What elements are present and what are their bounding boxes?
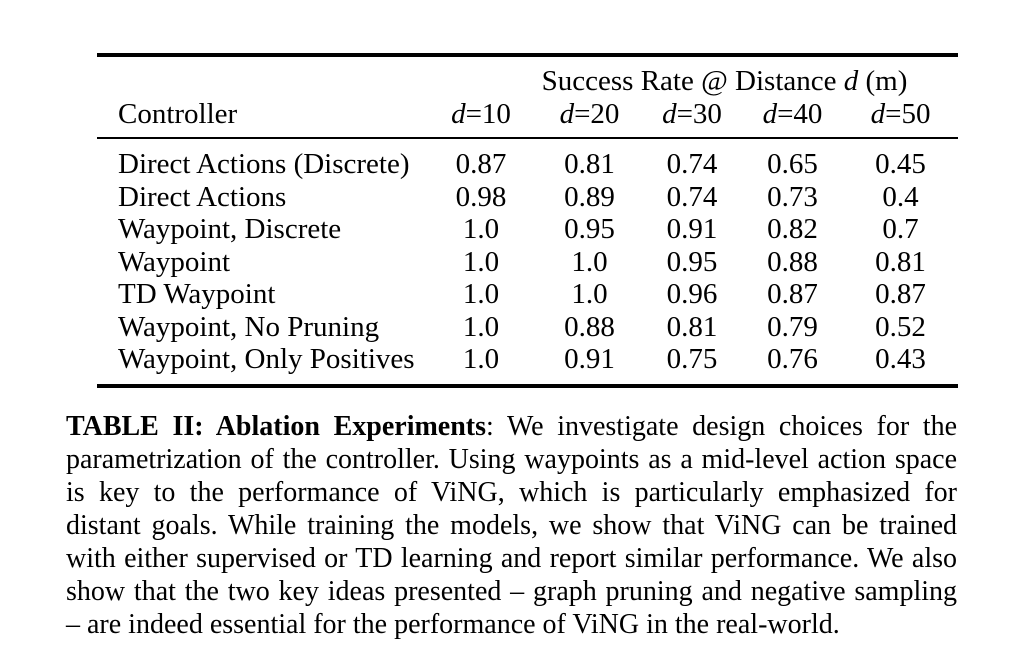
success-rate-value: 0.81 xyxy=(564,148,615,180)
success-rate-value: 0.96 xyxy=(666,278,718,310)
success-rate-value: 0.52 xyxy=(875,310,926,343)
table-row: Waypoint, No Pruning 1.0 0.88 0.81 0.79 0.52 xyxy=(97,311,958,344)
success-rate-value: 0.98 xyxy=(455,180,507,213)
success-rate-value: 0.43 xyxy=(875,343,926,375)
success-rate-value: 0.88 xyxy=(564,310,615,343)
math-d-symbol: d xyxy=(451,98,466,130)
caption-line1-rest: : We investigate design choices for the xyxy=(486,411,957,442)
equals-sign: = xyxy=(574,98,591,130)
controller-name: Direct Actions (Discrete) xyxy=(118,148,410,180)
column-header-d40: d=40 xyxy=(742,98,843,139)
column-header-d30: d=30 xyxy=(642,98,742,139)
equals-sign: = xyxy=(885,98,902,130)
column-header-row: Controller d=10 d=20 d=30 d=40 d=50 xyxy=(97,98,959,139)
math-d-symbol: d xyxy=(559,98,575,130)
group-header-empty-cell xyxy=(97,55,425,98)
success-rate-value: 1.0 xyxy=(462,245,500,278)
success-rate-value: 0.65 xyxy=(767,148,818,180)
table-row: TD Waypoint 1.0 1.0 0.96 0.87 0.87 xyxy=(97,278,958,311)
ablation-table: Success Rate @ Distance d (m) Controller… xyxy=(97,53,959,388)
success-rate-value: 0.73 xyxy=(767,180,818,213)
success-rate-value: 0.74 xyxy=(666,180,718,213)
success-rate-value: 1.0 xyxy=(462,310,500,343)
success-rate-value: 1.0 xyxy=(462,278,500,310)
equals-sign: = xyxy=(465,98,482,130)
math-d-symbol: d xyxy=(662,98,677,130)
math-d-symbol: d xyxy=(870,98,886,130)
success-rate-value: 0.88 xyxy=(767,245,818,278)
caption-line: distant goals. While training the models… xyxy=(66,510,957,541)
table-body: Direct Actions (Discrete) 0.87 0.81 0.74 0.6… xyxy=(97,138,958,386)
math-d-symbol: d xyxy=(762,98,778,130)
success-rate-value: 0.95 xyxy=(666,245,718,278)
controller-name: Waypoint, Discrete xyxy=(118,213,342,245)
distance-value: 30 xyxy=(692,98,722,130)
equals-sign: = xyxy=(676,98,693,130)
caption-line: with either supervised or TD learning an… xyxy=(66,543,957,574)
success-rate-value: 0.79 xyxy=(767,310,818,343)
success-rate-value: 1.0 xyxy=(571,245,608,278)
success-rate-value: 0.82 xyxy=(767,213,818,245)
success-rate-value: 0.91 xyxy=(564,343,615,375)
table-row: Waypoint, Discrete 1.0 0.95 0.91 0.82 0.7 xyxy=(97,213,958,246)
equals-sign: = xyxy=(777,98,794,130)
success-rate-value: 0.7 xyxy=(882,213,919,245)
success-rate-value: 0.76 xyxy=(767,343,818,375)
group-header-suffix: (m) xyxy=(865,65,908,97)
group-header-cell: Success Rate @ Distance d (m) xyxy=(425,55,958,98)
group-header-prefix: Success Rate @ Distance xyxy=(541,65,837,97)
caption-bold-lead: TABLE II: Ablation Experiments xyxy=(66,411,487,442)
distance-value: 20 xyxy=(590,98,620,130)
controller-name: Waypoint, Only Positives xyxy=(118,343,415,375)
column-header-d50: d=50 xyxy=(843,98,959,139)
success-rate-value: 1.0 xyxy=(571,278,608,310)
success-rate-value: 0.81 xyxy=(666,310,718,343)
table-row: Direct Actions (Discrete) 0.87 0.81 0.74 0.6… xyxy=(97,138,958,181)
success-rate-value: 0.81 xyxy=(875,245,926,278)
column-header-d10: d=10 xyxy=(425,98,537,139)
success-rate-value: 1.0 xyxy=(462,213,500,245)
column-header-d20: d=20 xyxy=(537,98,642,139)
distance-value: 10 xyxy=(481,98,511,130)
distance-value: 50 xyxy=(901,98,931,130)
success-rate-value: 0.4 xyxy=(882,180,919,213)
caption-line: show that the two key ideas presented – … xyxy=(66,576,957,607)
controller-name: Waypoint xyxy=(118,245,231,278)
group-header-row: Success Rate @ Distance d (m) xyxy=(97,55,958,98)
distance-value: 40 xyxy=(793,98,823,130)
table-row: Waypoint 1.0 1.0 0.95 0.88 0.81 xyxy=(97,246,958,279)
math-d-symbol: d xyxy=(843,65,859,97)
controller-name: Waypoint, No Pruning xyxy=(118,310,380,343)
caption-line: is key to the performance of ViNG, which… xyxy=(66,477,957,508)
table-row: Direct Actions 0.98 0.89 0.74 0.73 0.4 xyxy=(97,181,958,214)
success-rate-value: 0.75 xyxy=(666,343,718,375)
success-rate-value: 0.74 xyxy=(666,148,718,180)
controller-column-header: Controller xyxy=(97,98,425,139)
table-caption: TABLE II: Ablation Experiments: We inves… xyxy=(66,410,957,641)
caption-line: – are indeed essential for the performan… xyxy=(66,609,840,640)
table-row: Waypoint, Only Positives 1.0 0.91 0.75 0.76 0… xyxy=(97,343,958,386)
caption-line: TABLE II: Ablation Experiments: We inves… xyxy=(66,410,957,443)
controller-name: TD Waypoint xyxy=(118,278,276,310)
success-rate-value: 1.0 xyxy=(462,343,500,375)
success-rate-value: 0.89 xyxy=(564,180,615,213)
success-rate-value: 0.95 xyxy=(564,213,615,245)
controller-name: Direct Actions xyxy=(118,180,287,213)
success-rate-value: 0.87 xyxy=(767,278,818,310)
success-rate-value: 0.91 xyxy=(666,213,718,245)
caption-line: parametrization of the controller. Using… xyxy=(66,444,957,475)
results-table: Success Rate @ Distance d (m) Controller… xyxy=(97,53,959,388)
success-rate-value: 0.87 xyxy=(875,278,926,310)
success-rate-value: 0.87 xyxy=(455,148,507,180)
success-rate-value: 0.45 xyxy=(875,148,926,180)
